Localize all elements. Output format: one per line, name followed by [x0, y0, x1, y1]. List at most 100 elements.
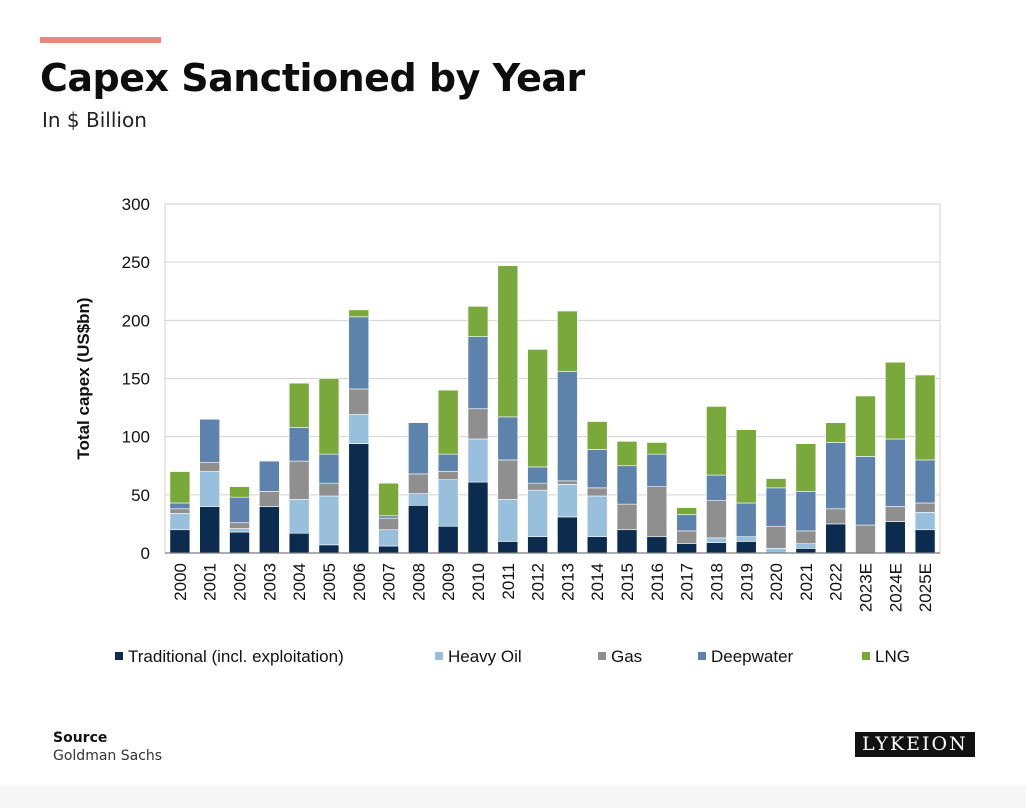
- bar-segment: [348, 388, 370, 415]
- bar-segment: [229, 522, 250, 529]
- x-tick-label: 2018: [707, 563, 726, 601]
- x-tick-label: 2008: [409, 563, 428, 601]
- bar-segment: [437, 525, 459, 554]
- bar-segment: [467, 481, 489, 554]
- bar-segment: [676, 514, 697, 532]
- bar-segment: [437, 389, 459, 455]
- bar-segment: [855, 456, 876, 526]
- bar-segment: [795, 530, 817, 544]
- bar-segment: [586, 449, 608, 489]
- bar-segment: [884, 506, 906, 522]
- y-tick-label: 150: [122, 370, 150, 389]
- x-tick-label: 2017: [678, 563, 697, 601]
- bar-segment: [735, 502, 757, 538]
- x-tick-label: 2015: [618, 563, 637, 601]
- bar-segment: [497, 416, 519, 461]
- bar-segment: [288, 532, 310, 554]
- bar-segment: [795, 491, 817, 532]
- bar-segment: [735, 429, 757, 504]
- bar-segment: [378, 515, 399, 519]
- bar-segment: [855, 395, 876, 457]
- x-tick-label: 2025E: [916, 563, 935, 612]
- bar-segment: [497, 265, 519, 418]
- bar-segment: [408, 473, 429, 494]
- bar-segment: [795, 443, 817, 492]
- page-title: Capex Sanctioned by Year: [40, 56, 585, 100]
- bar-segment: [348, 309, 370, 318]
- y-axis-label: Total capex (US$bn): [74, 297, 93, 459]
- bar-segment: [706, 500, 727, 539]
- x-tick-label: 2007: [380, 563, 399, 601]
- bar-segment: [497, 541, 519, 554]
- bar-segment: [378, 482, 399, 517]
- x-tick-label: 2020: [767, 563, 786, 601]
- x-tick-label: 2010: [469, 563, 488, 601]
- bar-segment: [616, 503, 638, 531]
- bar-segment: [646, 536, 668, 554]
- page-subtitle: In $ Billion: [42, 108, 147, 132]
- bar-segment: [795, 548, 817, 554]
- bar-segment: [914, 511, 936, 531]
- x-tick-label: 2023E: [856, 563, 875, 612]
- bar-segment: [586, 487, 608, 497]
- bar-segment: [437, 479, 459, 527]
- bar-segment: [199, 471, 221, 507]
- source-label: Source: [53, 730, 108, 746]
- x-tick-label: 2024E: [886, 563, 905, 612]
- bar-segment: [467, 438, 489, 483]
- bar-segment: [884, 438, 906, 507]
- legend-swatch: [435, 652, 443, 660]
- bar-segment: [765, 487, 787, 527]
- bar-segment: [825, 523, 846, 554]
- bar-segment: [318, 378, 340, 455]
- bar-segment: [497, 499, 519, 542]
- x-tick-label: 2012: [529, 563, 548, 601]
- legend-entry: Deepwater: [711, 647, 794, 666]
- bar-segment: [199, 461, 221, 472]
- lykeion-logo: LYKEION: [855, 732, 975, 757]
- accent-bar: [40, 37, 161, 43]
- bar-segment: [318, 482, 340, 497]
- legend-swatch: [862, 652, 870, 660]
- bar-segment: [527, 349, 548, 468]
- bar-segment: [706, 542, 727, 554]
- bar-segment: [616, 529, 638, 554]
- bar-segment: [527, 489, 548, 538]
- bar-segment: [646, 442, 668, 455]
- legend-swatch: [598, 652, 606, 660]
- bar-segment: [557, 484, 578, 518]
- bar-segment: [616, 441, 638, 467]
- bar-segment: [169, 502, 191, 510]
- bar-segment: [706, 406, 727, 476]
- bar-segment: [676, 530, 697, 544]
- bar-segment: [557, 516, 578, 554]
- y-tick-label: 100: [122, 428, 150, 447]
- bar-segment: [795, 543, 817, 549]
- bar-segment: [229, 531, 250, 554]
- bar-segment: [765, 478, 787, 489]
- capex-chart: 0 50 100 150 200 250 300 Total capex (US$bn) 200…: [74, 195, 941, 666]
- source-value: Goldman Sachs: [53, 748, 163, 764]
- bar-segment: [765, 525, 787, 549]
- bar-segment: [467, 306, 489, 337]
- bar-segment: [884, 521, 906, 554]
- bar-segment: [288, 427, 310, 462]
- x-tick-label: 2003: [260, 563, 279, 601]
- bar-segment: [229, 486, 250, 498]
- x-tick-label: 2014: [588, 563, 607, 601]
- legend-entry: Heavy Oil: [448, 647, 522, 666]
- bar-segment: [735, 536, 757, 542]
- bar-segment: [586, 536, 608, 554]
- bar-segment: [914, 459, 936, 504]
- bar-segment: [318, 544, 340, 554]
- bar-segment: [914, 374, 936, 461]
- x-tick-label: 2019: [737, 563, 756, 601]
- bar-segment: [825, 442, 846, 510]
- bar-segment: [408, 422, 429, 475]
- bar-segment: [169, 529, 191, 554]
- x-tick-label: 2013: [558, 563, 577, 601]
- bar-segment: [527, 536, 548, 554]
- bar-segment: [199, 418, 221, 463]
- bar-segment: [706, 537, 727, 543]
- bar-segment: [288, 499, 310, 534]
